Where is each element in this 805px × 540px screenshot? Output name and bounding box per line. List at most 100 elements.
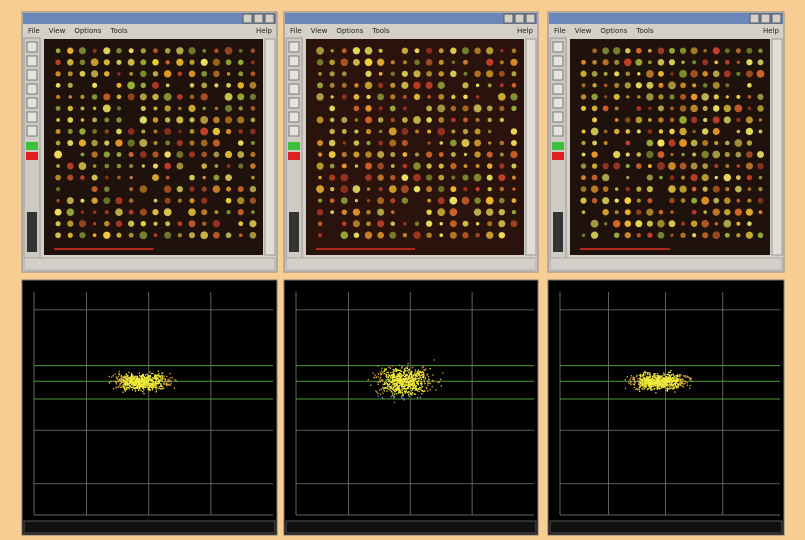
menu-help[interactable]: Help <box>517 27 534 35</box>
tool-button[interactable] <box>289 126 299 136</box>
scatter-point <box>129 388 130 389</box>
scatter-point <box>148 388 149 389</box>
tool-button[interactable] <box>27 126 37 136</box>
scatter-point <box>150 383 151 384</box>
tool-button[interactable] <box>553 70 563 80</box>
scatter-point <box>405 379 406 380</box>
scatter-point <box>667 390 668 391</box>
array-spot <box>355 164 358 167</box>
tool-button[interactable] <box>289 70 299 80</box>
scatter-point <box>654 388 655 389</box>
window-button[interactable] <box>265 14 274 23</box>
tool-button[interactable] <box>27 70 37 80</box>
array-spot <box>580 71 586 77</box>
array-spot <box>103 232 110 239</box>
tool-button[interactable] <box>553 98 563 108</box>
array-spot <box>500 118 504 122</box>
menu-item[interactable]: Options <box>336 27 363 35</box>
tool-button[interactable] <box>553 126 563 136</box>
scatter-point <box>120 376 121 377</box>
tool-button[interactable] <box>289 112 299 122</box>
scatter-point <box>400 380 401 381</box>
menu-item[interactable]: Tools <box>635 27 654 35</box>
scatter-point <box>160 378 161 379</box>
menu-item[interactable]: Options <box>74 27 101 35</box>
array-spot <box>341 117 347 123</box>
array-spot <box>691 140 698 147</box>
array-spot <box>379 49 383 53</box>
array-spot <box>758 187 762 191</box>
scatter-point <box>399 375 400 376</box>
menu-item[interactable]: Options <box>600 27 627 35</box>
array-spot <box>450 232 457 239</box>
tool-button[interactable] <box>289 98 299 108</box>
scatter-point <box>392 374 393 375</box>
array-spot <box>79 220 86 227</box>
array-spot <box>714 94 719 99</box>
array-spot <box>141 83 146 88</box>
tool-button[interactable] <box>289 56 299 66</box>
tool-button[interactable] <box>27 112 37 122</box>
array-spot <box>450 163 456 169</box>
menu-help[interactable]: Help <box>256 27 273 35</box>
array-spot <box>201 209 207 215</box>
window-button[interactable] <box>750 14 759 23</box>
scatter-point <box>381 389 382 390</box>
array-spot <box>659 129 663 133</box>
tool-button[interactable] <box>27 42 37 52</box>
scatter-point <box>657 386 658 387</box>
scatter-point <box>638 381 639 382</box>
window-button[interactable] <box>243 14 252 23</box>
array-spot <box>669 198 675 204</box>
scatter-point <box>111 376 112 377</box>
window-button[interactable] <box>761 14 770 23</box>
menu-item[interactable]: Tools <box>109 27 128 35</box>
scatter-point <box>119 373 120 374</box>
array-spot <box>702 163 708 169</box>
tool-button[interactable] <box>27 56 37 66</box>
scatter-point <box>662 375 663 376</box>
array-spot <box>691 163 698 170</box>
tool-button[interactable] <box>553 112 563 122</box>
scatter-point <box>143 393 144 394</box>
menu-help[interactable]: Help <box>763 27 780 35</box>
array-spot <box>329 151 336 158</box>
array-spot <box>648 164 652 168</box>
menu-item[interactable]: File <box>28 27 40 35</box>
scatter-point <box>402 366 403 367</box>
menu-item[interactable]: View <box>575 27 592 35</box>
array-spot <box>635 59 642 66</box>
menu-item[interactable]: File <box>554 27 566 35</box>
tool-button[interactable] <box>27 98 37 108</box>
scatter-point <box>394 380 395 381</box>
window-button[interactable] <box>772 14 781 23</box>
array-spot <box>604 84 608 88</box>
window-button[interactable] <box>504 14 513 23</box>
scatter-point <box>652 382 653 383</box>
window-button[interactable] <box>254 14 263 23</box>
window-button[interactable] <box>526 14 535 23</box>
menu-item[interactable]: Tools <box>371 27 390 35</box>
window-button[interactable] <box>515 14 524 23</box>
tool-button[interactable] <box>553 42 563 52</box>
scatter-point <box>403 395 404 396</box>
scatter-point <box>675 384 676 385</box>
tool-button[interactable] <box>553 56 563 66</box>
array-spot <box>426 174 432 180</box>
tool-button[interactable] <box>289 42 299 52</box>
array-spot <box>389 232 396 239</box>
scatter-point <box>656 387 657 388</box>
array-spot <box>105 129 109 133</box>
array-spot <box>152 82 159 89</box>
menu-item[interactable]: File <box>290 27 302 35</box>
menu-item[interactable]: View <box>311 27 328 35</box>
tool-button[interactable] <box>553 84 563 94</box>
scatter-point <box>380 372 381 373</box>
array-spot <box>342 48 347 53</box>
tool-button[interactable] <box>27 84 37 94</box>
array-spot <box>79 232 85 238</box>
menu-item[interactable]: View <box>49 27 66 35</box>
tool-button[interactable] <box>289 84 299 94</box>
array-spot <box>692 233 696 237</box>
array-spot <box>379 106 383 110</box>
